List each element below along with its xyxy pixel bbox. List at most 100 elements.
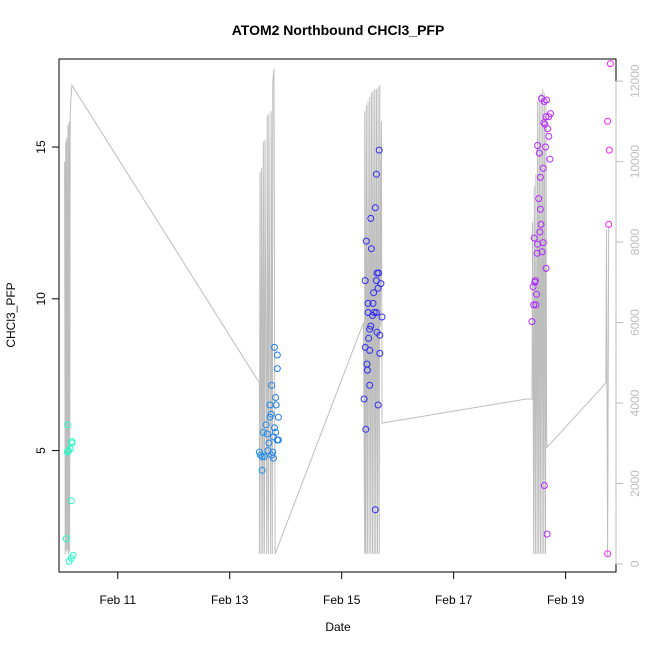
data-point bbox=[371, 506, 379, 514]
data-point bbox=[272, 401, 280, 409]
data-point bbox=[536, 228, 544, 236]
x-tick-label: Feb 13 bbox=[211, 593, 249, 607]
data-point bbox=[604, 550, 612, 558]
data-point bbox=[367, 245, 375, 253]
chart-title: ATOM2 Northbound CHCl3_PFP bbox=[232, 22, 445, 38]
data-point bbox=[272, 428, 280, 436]
data-point bbox=[528, 318, 536, 326]
data-point bbox=[377, 280, 385, 288]
x-tick-label: Feb 17 bbox=[435, 593, 473, 607]
data-point bbox=[360, 395, 368, 403]
data-point bbox=[364, 299, 372, 307]
data-point bbox=[67, 497, 75, 505]
y2-tick-label: 0 bbox=[628, 560, 642, 567]
data-point bbox=[366, 325, 374, 333]
data-point bbox=[545, 132, 553, 140]
data-point bbox=[274, 436, 282, 444]
data-point bbox=[535, 149, 543, 157]
data-point bbox=[268, 381, 276, 389]
data-point bbox=[371, 204, 379, 212]
data-point bbox=[273, 365, 281, 373]
data-point bbox=[264, 447, 272, 455]
data-point bbox=[543, 530, 551, 538]
data-point bbox=[370, 309, 378, 316]
data-point bbox=[372, 309, 380, 316]
data-point bbox=[546, 155, 554, 163]
data-point bbox=[63, 421, 71, 429]
data-point bbox=[529, 283, 537, 291]
data-point bbox=[259, 428, 267, 436]
data-point bbox=[68, 438, 76, 445]
data-point bbox=[530, 301, 538, 309]
data-point bbox=[530, 234, 538, 242]
x-tick-label: Feb 19 bbox=[547, 593, 585, 607]
y2-tick-label: 12000 bbox=[628, 64, 642, 98]
data-point bbox=[544, 125, 552, 133]
data-point bbox=[538, 248, 546, 256]
data-point bbox=[535, 195, 543, 203]
data-point bbox=[539, 164, 547, 172]
data-point bbox=[257, 451, 264, 459]
data-point bbox=[534, 142, 542, 149]
data-point bbox=[62, 535, 70, 543]
data-point bbox=[532, 301, 540, 309]
y-tick-label: 5 bbox=[34, 447, 48, 454]
y-tick-label: 10 bbox=[34, 292, 48, 306]
data-point bbox=[531, 277, 539, 285]
data-point bbox=[367, 322, 375, 330]
data-point bbox=[274, 413, 282, 421]
altitude-layer bbox=[64, 69, 610, 556]
data-point bbox=[262, 421, 270, 429]
points-layer bbox=[62, 60, 614, 565]
y-axis: 5 10 15 bbox=[34, 140, 60, 454]
data-point bbox=[375, 146, 383, 154]
data-point bbox=[539, 239, 547, 247]
y2-tick-label: 6000 bbox=[628, 309, 642, 336]
data-point bbox=[374, 401, 382, 409]
data-point bbox=[606, 60, 614, 68]
data-point bbox=[372, 170, 380, 178]
data-point bbox=[378, 313, 386, 321]
data-point bbox=[605, 220, 613, 228]
data-point bbox=[269, 454, 277, 462]
data-point bbox=[361, 277, 369, 285]
y-axis-label: CHCl3_PFP bbox=[4, 282, 18, 347]
y2-axis: 0 2000 4000 6000 8000 10000 12000 bbox=[615, 64, 642, 567]
data-point bbox=[540, 482, 548, 489]
data-point bbox=[69, 551, 77, 559]
y2-tick-label: 10000 bbox=[628, 145, 642, 179]
data-point bbox=[366, 346, 374, 354]
data-point bbox=[365, 334, 373, 342]
data-point bbox=[370, 289, 378, 297]
data-point bbox=[271, 424, 278, 432]
data-point bbox=[536, 173, 544, 181]
x-tick-label: Feb 11 bbox=[100, 593, 137, 607]
data-point bbox=[258, 466, 266, 474]
data-point bbox=[376, 349, 384, 357]
x-tick-label: Feb 15 bbox=[323, 593, 361, 607]
data-point bbox=[533, 290, 540, 298]
data-point bbox=[375, 269, 383, 277]
data-point bbox=[272, 394, 280, 401]
data-point bbox=[376, 331, 384, 339]
data-point bbox=[542, 264, 550, 272]
data-point bbox=[265, 439, 273, 447]
data-point bbox=[271, 343, 278, 351]
data-point bbox=[263, 430, 271, 438]
data-point bbox=[547, 110, 554, 118]
data-point bbox=[273, 351, 281, 359]
data-point bbox=[362, 425, 370, 433]
data-point bbox=[604, 117, 612, 125]
data-point bbox=[533, 249, 541, 257]
y-tick-label: 15 bbox=[34, 140, 48, 154]
data-point bbox=[605, 146, 613, 154]
x-axis: Feb 11 Feb 13 Feb 15 Feb 17 Feb 19 bbox=[100, 571, 585, 607]
y2-tick-label: 8000 bbox=[628, 228, 642, 255]
data-point bbox=[258, 453, 266, 461]
data-point bbox=[537, 220, 545, 228]
data-point bbox=[267, 410, 275, 418]
data-point bbox=[536, 205, 544, 213]
data-point bbox=[367, 214, 375, 222]
data-point bbox=[260, 453, 268, 461]
